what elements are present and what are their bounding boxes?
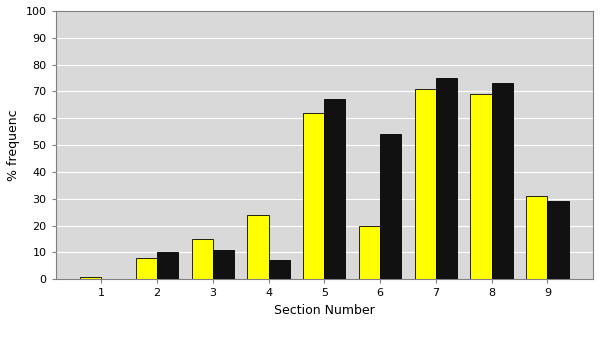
Bar bbox=[324, 100, 346, 279]
Bar bbox=[157, 252, 178, 279]
Bar bbox=[80, 277, 101, 279]
Bar bbox=[191, 239, 213, 279]
Bar bbox=[415, 89, 436, 279]
Bar bbox=[213, 250, 234, 279]
Bar bbox=[247, 215, 269, 279]
Bar bbox=[526, 196, 547, 279]
Bar bbox=[359, 226, 380, 279]
Bar bbox=[269, 261, 290, 279]
Bar bbox=[436, 78, 457, 279]
Bar bbox=[491, 83, 513, 279]
Y-axis label: % frequenc: % frequenc bbox=[7, 109, 20, 181]
Bar bbox=[547, 202, 569, 279]
X-axis label: Section Number: Section Number bbox=[274, 304, 374, 317]
Bar bbox=[136, 258, 157, 279]
Bar bbox=[470, 94, 491, 279]
Bar bbox=[303, 113, 324, 279]
Bar bbox=[380, 134, 401, 279]
